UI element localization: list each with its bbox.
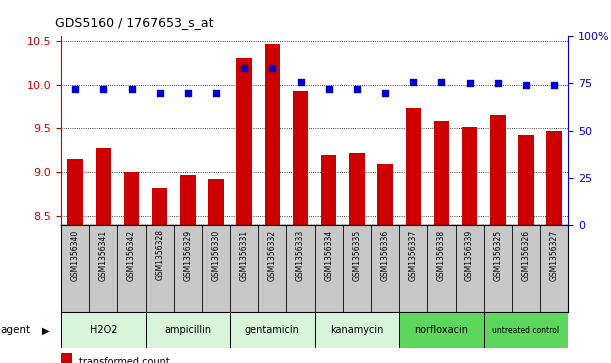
Text: transformed count: transformed count xyxy=(79,357,170,363)
Bar xyxy=(95,148,111,225)
Bar xyxy=(145,312,230,348)
Bar xyxy=(265,44,280,225)
Bar xyxy=(490,115,505,225)
Text: GSM1356330: GSM1356330 xyxy=(211,229,221,281)
Text: agent: agent xyxy=(0,325,30,335)
Point xyxy=(324,86,334,92)
Bar xyxy=(152,188,167,225)
Text: ampicillin: ampicillin xyxy=(164,325,211,335)
Bar xyxy=(230,312,315,348)
Text: GSM1356338: GSM1356338 xyxy=(437,229,446,281)
Point xyxy=(70,86,80,92)
Point xyxy=(183,90,193,96)
Point xyxy=(268,65,277,71)
Point xyxy=(521,82,531,88)
Point xyxy=(465,81,475,86)
Point xyxy=(296,79,306,85)
Point xyxy=(98,86,108,92)
Text: GSM1356334: GSM1356334 xyxy=(324,229,333,281)
Bar xyxy=(61,353,72,363)
Point xyxy=(155,90,164,96)
Bar xyxy=(378,164,393,225)
Point xyxy=(380,90,390,96)
Text: GSM1356326: GSM1356326 xyxy=(521,229,530,281)
Text: GSM1356341: GSM1356341 xyxy=(99,229,108,281)
Point xyxy=(126,86,136,92)
Bar xyxy=(434,122,449,225)
Text: GDS5160 / 1767653_s_at: GDS5160 / 1767653_s_at xyxy=(55,16,213,29)
Bar xyxy=(406,108,421,225)
Bar xyxy=(546,131,562,225)
Bar xyxy=(399,312,484,348)
Point xyxy=(549,82,559,88)
Bar xyxy=(484,312,568,348)
Text: ▶: ▶ xyxy=(42,325,49,335)
Text: untreated control: untreated control xyxy=(492,326,560,335)
Text: GSM1356325: GSM1356325 xyxy=(493,229,502,281)
Text: GSM1356331: GSM1356331 xyxy=(240,229,249,281)
Text: GSM1356340: GSM1356340 xyxy=(71,229,79,281)
Bar xyxy=(180,175,196,225)
Text: GSM1356333: GSM1356333 xyxy=(296,229,305,281)
Bar xyxy=(208,179,224,225)
Text: GSM1356328: GSM1356328 xyxy=(155,229,164,280)
Text: kanamycin: kanamycin xyxy=(330,325,384,335)
Text: GSM1356329: GSM1356329 xyxy=(183,229,192,281)
Text: GSM1356332: GSM1356332 xyxy=(268,229,277,281)
Point xyxy=(352,86,362,92)
Bar xyxy=(349,153,365,225)
Point xyxy=(240,65,249,71)
Point xyxy=(408,79,418,85)
Bar xyxy=(67,159,83,225)
Bar xyxy=(61,312,145,348)
Text: GSM1356337: GSM1356337 xyxy=(409,229,418,281)
Text: H2O2: H2O2 xyxy=(90,325,117,335)
Text: GSM1356335: GSM1356335 xyxy=(353,229,362,281)
Bar xyxy=(236,58,252,225)
Bar xyxy=(293,91,309,225)
Text: gentamicin: gentamicin xyxy=(245,325,300,335)
Bar xyxy=(315,312,399,348)
Bar xyxy=(518,135,534,225)
Bar xyxy=(124,171,139,225)
Text: GSM1356327: GSM1356327 xyxy=(550,229,558,281)
Point xyxy=(436,79,446,85)
Text: norfloxacin: norfloxacin xyxy=(414,325,469,335)
Text: GSM1356339: GSM1356339 xyxy=(465,229,474,281)
Bar xyxy=(321,155,337,225)
Point xyxy=(493,81,503,86)
Point xyxy=(211,90,221,96)
Text: GSM1356342: GSM1356342 xyxy=(127,229,136,281)
Bar xyxy=(462,127,477,225)
Text: GSM1356336: GSM1356336 xyxy=(381,229,390,281)
